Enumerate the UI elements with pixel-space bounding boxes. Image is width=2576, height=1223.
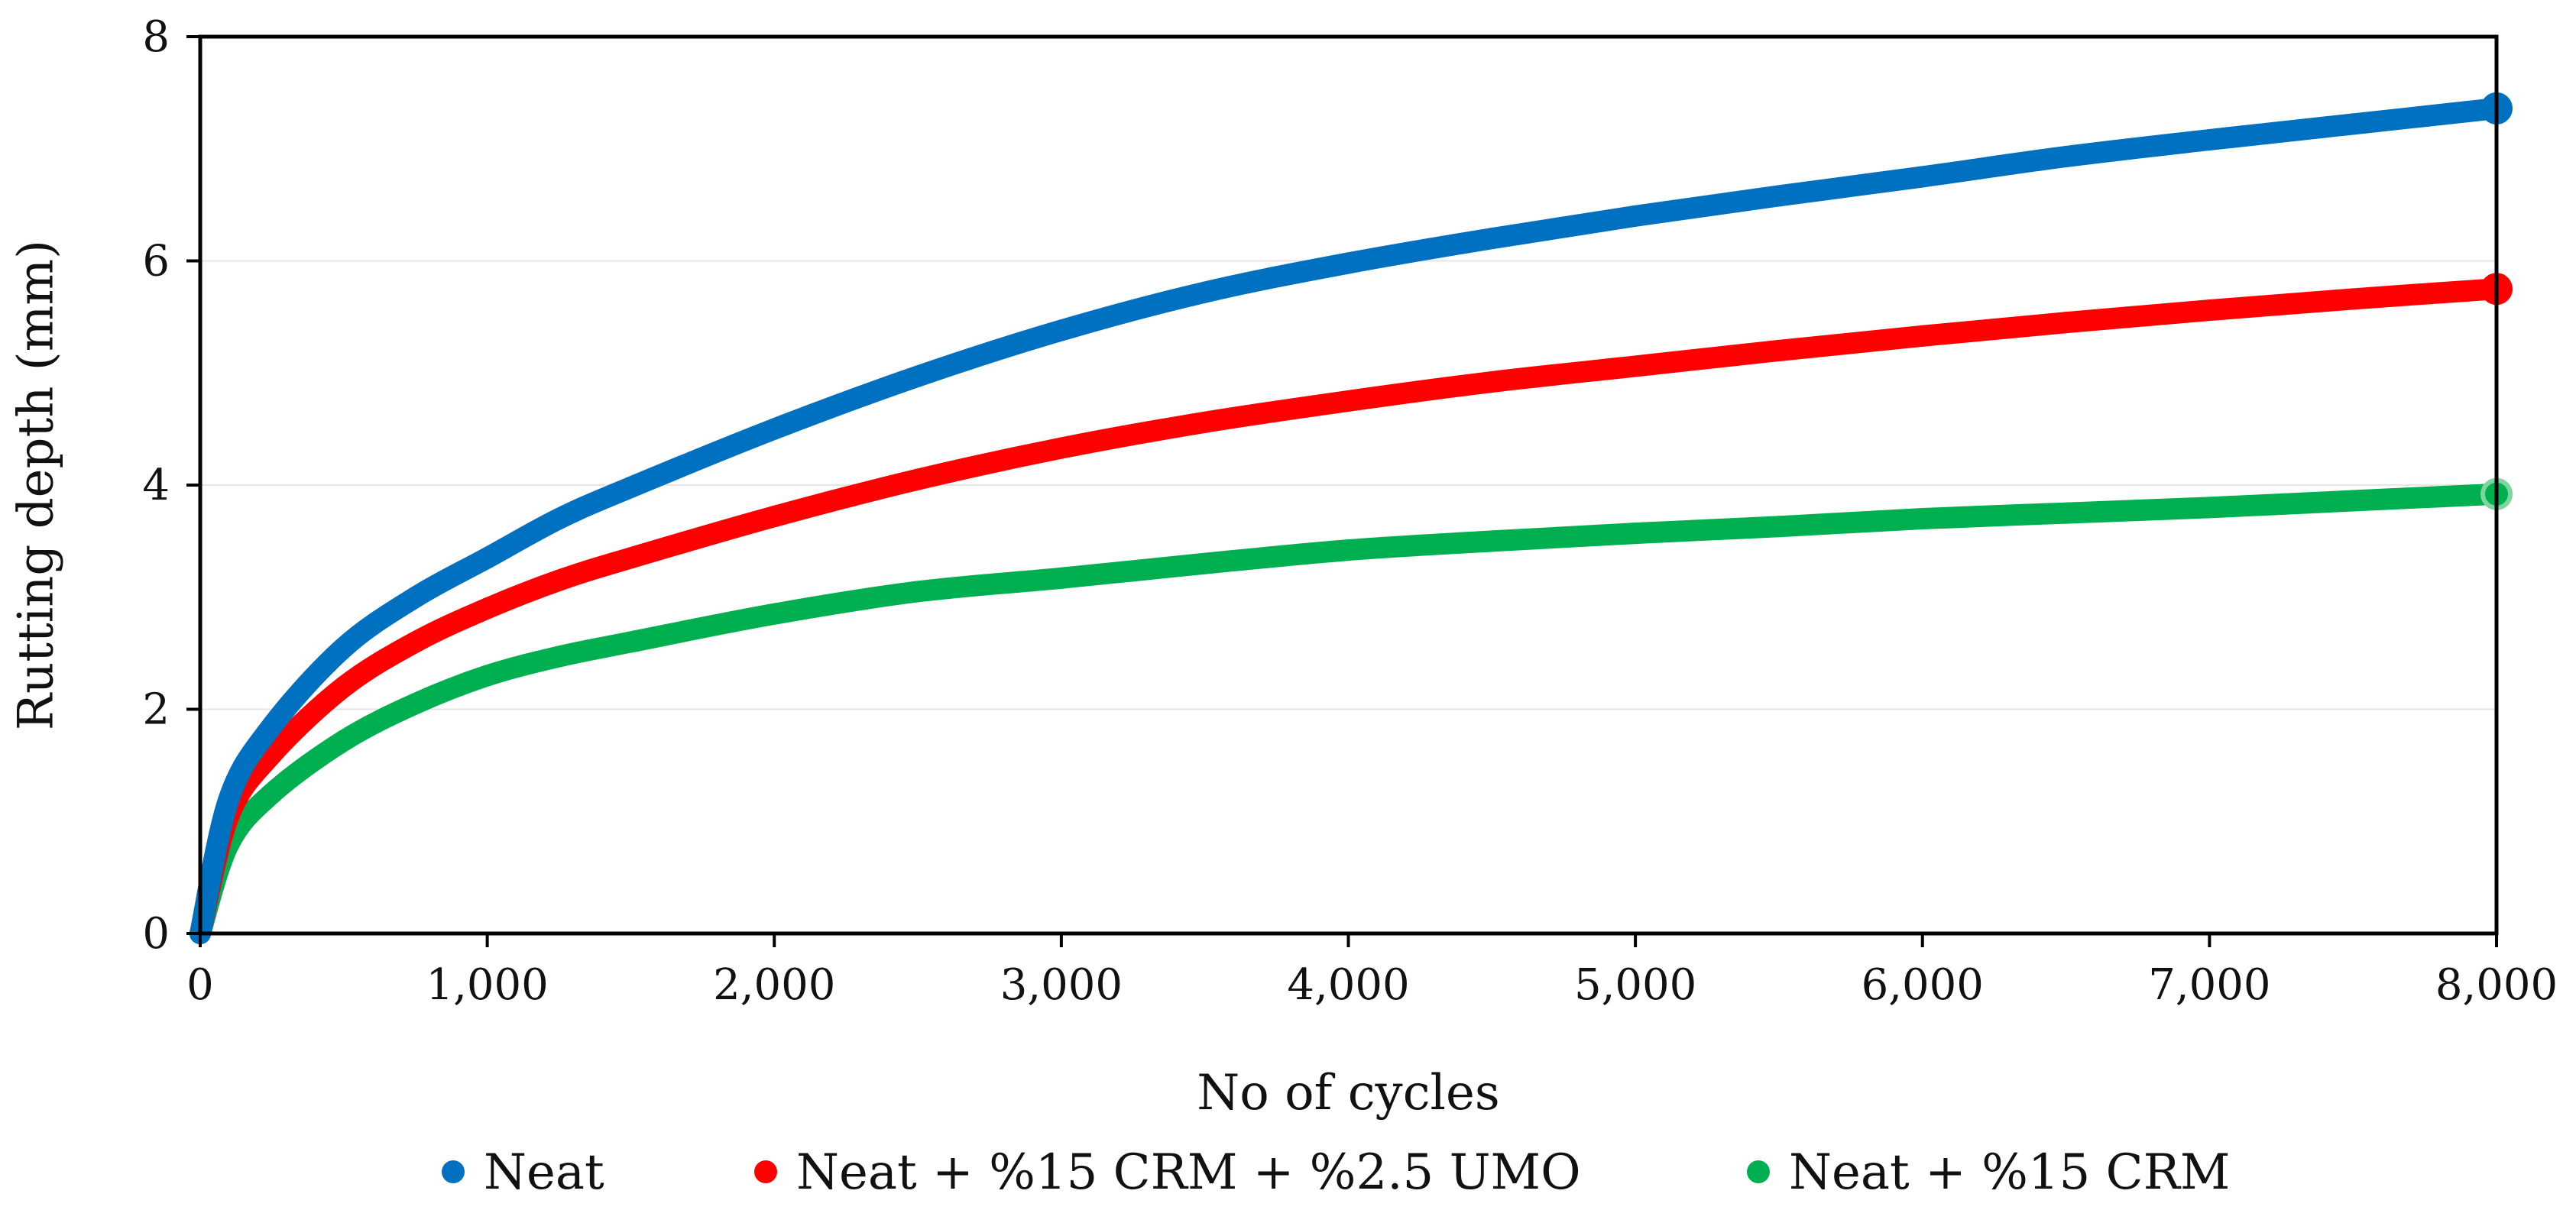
series-lines [190,92,2513,944]
y-tick-labels: 0 2 4 6 8 [142,12,170,959]
data-point [332,636,355,658]
data-point [1050,437,1072,459]
data-point [1625,523,1647,545]
legend-label: Neat [484,1144,604,1201]
data-point [404,631,426,653]
legend-label: Neat + %15 CRM [1789,1144,2230,1201]
x-tick-label: 5,000 [1574,960,1696,1010]
data-point [1481,370,1503,393]
data-point [2342,288,2364,310]
y-tick-label: 8 [142,12,170,62]
data-point [1194,411,1216,433]
data-point [907,365,929,387]
data-point [548,645,570,668]
data-point [218,788,240,810]
data-point [1768,339,1790,361]
data-point [476,597,498,620]
y-axis-title: Rutting depth (mm) [8,240,65,730]
data-point [1481,530,1503,552]
gridlines [200,260,2497,710]
data-point [1194,552,1216,574]
data-point [548,569,570,591]
y-tick-label: 2 [142,685,170,735]
data-point [1481,228,1503,250]
data-point [2199,129,2221,151]
data-point [1194,281,1216,303]
data-point [1337,252,1359,274]
data-point [261,715,283,737]
data-point [620,547,642,569]
legend-label: Neat + %15 CRM + %2.5 UMO [796,1144,1581,1201]
series-2 [190,477,2513,944]
data-point [1768,185,1790,207]
legend-item: Neat + %15 CRM [1747,1144,2230,1201]
legend-marker [754,1160,777,1183]
data-point [1625,355,1647,377]
data-point [2055,502,2077,524]
x-tick-label: 8,000 [2435,960,2558,1010]
x-tick-label: 1,000 [426,960,548,1010]
data-point [404,693,426,715]
data-point [907,581,929,603]
x-tick-label: 6,000 [1862,960,1984,1010]
data-point [476,547,498,569]
data-point [907,468,929,490]
y-tick-label: 4 [142,461,170,510]
data-point [404,586,426,608]
x-tick-label: 4,000 [1287,960,1409,1010]
data-point [2342,490,2364,512]
legend-marker [1747,1160,1770,1183]
data-point [1625,205,1647,227]
y-tick-label: 0 [142,909,170,959]
data-point [620,631,642,653]
data-point [1050,319,1072,341]
series-1 [190,273,2513,944]
data-point [763,603,786,625]
data-point [2342,113,2364,135]
data-point [1911,508,1933,530]
data-point [2199,299,2221,322]
data-point [332,676,355,698]
series-line [190,278,2507,944]
axis-ticks [186,35,2498,947]
data-point [2199,497,2221,519]
x-tick-labels: 0 1,000 2,000 3,000 4,000 5,000 6,000 7,000 8,00… [186,960,2558,1010]
legend-item: Neat + %15 CRM + %2.5 UMO [754,1144,1581,1201]
series-line [190,97,2507,944]
data-point [1768,516,1790,538]
y-tick-label: 6 [142,237,170,286]
data-point [1911,166,1933,188]
data-point [763,506,786,528]
x-tick-label: 0 [186,960,214,1010]
data-point [1911,325,1933,347]
x-tick-label: 7,000 [2148,960,2270,1010]
legend-marker [442,1160,465,1183]
data-point [548,508,570,530]
legend: Neat Neat + %15 CRM + %2.5 UMO Neat + %15 … [442,1144,2230,1201]
x-axis-title: No of cycles [1197,1065,1499,1121]
legend-item: Neat [442,1144,604,1201]
data-point [2055,146,2077,168]
data-point [1337,390,1359,412]
data-point [1050,567,1072,589]
data-point [763,418,786,440]
data-point [2055,312,2077,334]
data-point [332,730,355,752]
data-point [476,665,498,687]
data-point [1337,539,1359,561]
x-tick-label: 2,000 [713,960,835,1010]
data-point [261,782,283,804]
data-point [620,476,642,498]
x-tick-label: 3,000 [1000,960,1123,1010]
